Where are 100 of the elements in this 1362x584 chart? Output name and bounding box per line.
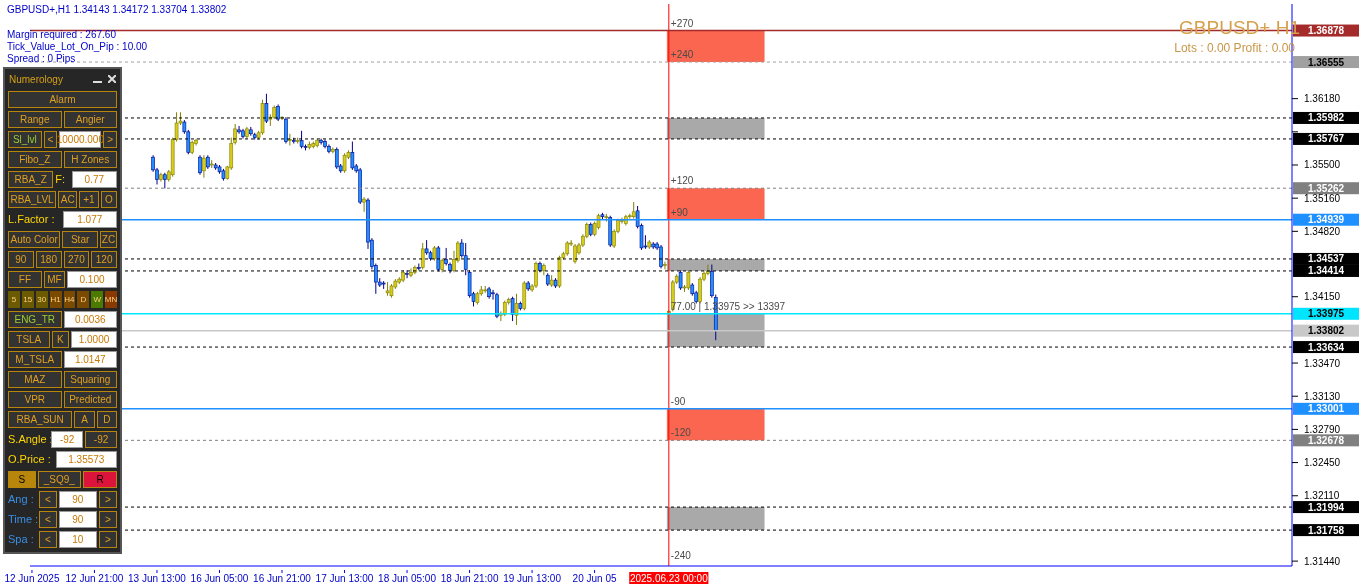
text: S bbox=[18, 473, 26, 485]
y-tick-label: 1.34150 bbox=[1304, 291, 1341, 303]
x-tick-label: 18 Jun 21:00 bbox=[440, 573, 499, 584]
y-tick-label: 1.32790 bbox=[1304, 423, 1341, 435]
annotation: 270 bbox=[63, 250, 90, 268]
annotation: +90 bbox=[670, 206, 689, 218]
annotation: Auto Color bbox=[8, 230, 61, 248]
candlestick bbox=[288, 133, 292, 146]
annotation: Spread : 0 Pips bbox=[7, 53, 76, 65]
annotation: 10 bbox=[58, 530, 97, 548]
ref-line-label: 1.34537 bbox=[1307, 253, 1345, 265]
annotation: MF bbox=[43, 270, 66, 288]
y-tick-label: 1.35500 bbox=[1304, 159, 1341, 171]
candlestick bbox=[409, 267, 413, 278]
ref-line-label: 1.35262 bbox=[1307, 182, 1345, 194]
ref-line-label: 1.31758 bbox=[1307, 524, 1345, 536]
x-tick-label: 12 Jun 2025 bbox=[4, 573, 60, 584]
x-tick-label: 13 Jun 13:00 bbox=[128, 573, 187, 584]
candlestick bbox=[237, 125, 241, 135]
annotation: 15 bbox=[21, 290, 34, 308]
annotation: > bbox=[103, 130, 117, 148]
candlestick bbox=[405, 269, 409, 279]
x-tick-label: 19 Jun 13:00 bbox=[503, 573, 562, 584]
annotation: Star bbox=[62, 230, 98, 248]
annotation: ZC bbox=[99, 230, 118, 248]
annotation: R bbox=[83, 470, 117, 488]
annotation: 90 bbox=[58, 510, 97, 528]
annotation: RBA_SUN bbox=[8, 410, 73, 428]
annotation: _SQ9_ bbox=[37, 470, 82, 488]
annotation: +270 bbox=[670, 17, 694, 29]
annotation: 1.0000 bbox=[71, 330, 117, 348]
annotation: A bbox=[74, 410, 95, 428]
ref-line-label: 1.33975 bbox=[1307, 308, 1345, 320]
chart-title: GBPUSD+,H1 1.34143 1.34172 1.33704 1.33802 bbox=[7, 4, 227, 16]
annotation: Margin required : 267.60 bbox=[7, 29, 116, 41]
annotation: H1 bbox=[49, 290, 62, 308]
annotation: Angier bbox=[63, 110, 117, 128]
annotation: 0.0036 bbox=[63, 310, 117, 328]
annotation: K bbox=[51, 330, 69, 348]
annotation: H4 bbox=[63, 290, 76, 308]
candlestick bbox=[663, 261, 667, 270]
annotation: Spa : bbox=[8, 532, 35, 547]
y-tick-label: 1.31440 bbox=[1304, 555, 1341, 567]
x-tick-label: 16 Jun 21:00 bbox=[253, 573, 312, 584]
annotation: Predicted bbox=[63, 390, 117, 408]
x-tick-label: 2025.06.23 00:00 bbox=[629, 573, 709, 584]
annotation: FF bbox=[8, 270, 42, 288]
ref-line-label: 1.35982 bbox=[1307, 112, 1345, 124]
annotation: W bbox=[91, 290, 104, 308]
annotation: 0.100 bbox=[67, 270, 117, 288]
annotation: < bbox=[38, 490, 57, 508]
text: 90 bbox=[15, 253, 27, 265]
y-tick-label: 1.33130 bbox=[1304, 390, 1341, 402]
ref-line-label: 1.35767 bbox=[1307, 133, 1345, 145]
candlestick bbox=[264, 93, 269, 124]
annotation: H Zones bbox=[63, 150, 117, 168]
annotation: RBA_Z bbox=[8, 170, 54, 188]
annotation: MAZ bbox=[8, 370, 62, 388]
annotation: L.Factor : bbox=[8, 212, 56, 227]
annotation: 1.35573 bbox=[55, 450, 117, 468]
ref-line-label: 1.33634 bbox=[1307, 341, 1345, 353]
annotation: TSLA bbox=[8, 330, 50, 348]
candlestick bbox=[534, 261, 538, 289]
annotation: Fibo_Z bbox=[8, 150, 62, 168]
annotation: RBA_LVL bbox=[8, 190, 57, 208]
x-tick-label: 12 Jun 21:00 bbox=[65, 573, 124, 584]
annotation: Tick_Value_Lot_On_Pip : 10.00 bbox=[7, 41, 148, 53]
candlestick bbox=[284, 116, 288, 145]
ref-line-label: 1.34414 bbox=[1307, 265, 1345, 277]
annotation: VPR bbox=[8, 390, 62, 408]
annotation: MN bbox=[104, 290, 118, 308]
annotation: Alarm bbox=[8, 90, 117, 108]
annotation: > bbox=[98, 530, 117, 548]
annotation: M_TSLA bbox=[8, 350, 62, 368]
annotation: 90 bbox=[58, 490, 97, 508]
annotation: Sl_lvl bbox=[8, 130, 42, 148]
y-tick-label: 1.35160 bbox=[1304, 192, 1341, 204]
x-tick-label: 16 Jun 05:00 bbox=[190, 573, 249, 584]
annotation: Numerology bbox=[9, 73, 63, 85]
annotation: +120 bbox=[670, 175, 694, 187]
annotation: 0.77 bbox=[71, 170, 117, 188]
y-tick-label: 1.32110 bbox=[1304, 490, 1340, 502]
annotation: AC bbox=[58, 190, 78, 208]
annotation: < bbox=[38, 530, 57, 548]
annotation: +240 bbox=[670, 49, 694, 61]
annotation: 1.077 bbox=[62, 210, 117, 228]
annotation: -92 bbox=[85, 430, 117, 448]
annotation: > bbox=[98, 490, 117, 508]
annotation: +1 bbox=[79, 190, 99, 208]
ref-line-label: 1.32678 bbox=[1307, 434, 1345, 446]
y-tick-label: 1.36180 bbox=[1304, 93, 1341, 105]
annotation: 30 bbox=[35, 290, 48, 308]
annotation: O.Price : bbox=[8, 452, 52, 467]
annotation: 180 bbox=[35, 250, 62, 268]
candlestick bbox=[573, 243, 577, 265]
annotation: > bbox=[98, 510, 117, 528]
candlestick bbox=[495, 292, 499, 319]
text: 5 bbox=[11, 294, 17, 304]
annotation: Time : bbox=[8, 512, 39, 527]
annotation: 1.0147 bbox=[63, 350, 117, 368]
